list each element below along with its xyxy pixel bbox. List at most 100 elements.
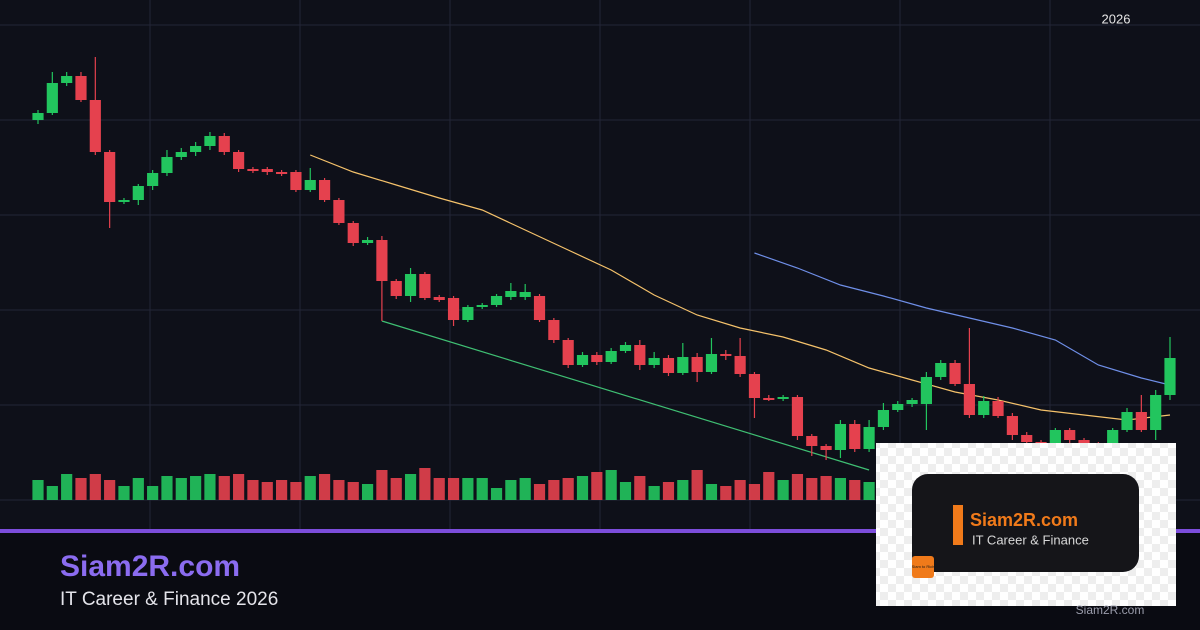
candle-body (118, 200, 130, 202)
candle-body (949, 363, 961, 384)
candle-body (304, 180, 316, 190)
year-label: 2026 (1102, 11, 1131, 26)
trend-line (754, 252, 1171, 386)
candle-body (419, 274, 431, 298)
candle-body (734, 356, 746, 374)
card-badge-text: Siam to Rich (912, 564, 935, 569)
volume-bar (720, 486, 732, 500)
volume-bar (147, 486, 159, 500)
volume-bar (104, 480, 116, 500)
trend-line (310, 154, 1171, 421)
candle-body (347, 223, 359, 243)
candle-body (705, 354, 718, 372)
volume-bar (548, 480, 560, 500)
candle-body (433, 297, 445, 300)
candle-body (247, 169, 259, 171)
candle-body (863, 427, 875, 449)
volume-bar (290, 482, 302, 500)
candle-body (1049, 430, 1061, 445)
candle-body (261, 169, 273, 172)
volume-bar (748, 484, 761, 500)
candle-body (1006, 416, 1018, 435)
volume-bar (304, 476, 316, 500)
candle-body (462, 307, 474, 320)
volume-bar (190, 476, 202, 500)
candle-body (576, 355, 589, 365)
candle-body (591, 355, 603, 362)
volume-bar (204, 474, 216, 500)
divider (0, 529, 1200, 533)
candle-body (447, 298, 460, 320)
candle-body (920, 377, 932, 404)
volume-bar (433, 478, 445, 500)
volume-bar (519, 478, 531, 500)
volume-bar (619, 482, 632, 500)
candle-body (605, 351, 617, 362)
candle-body (906, 400, 918, 404)
candle-body (820, 446, 832, 450)
volume-bar (505, 480, 517, 500)
card-accent (953, 505, 963, 545)
volume-bar (820, 476, 832, 500)
candle-body (1150, 395, 1162, 430)
volume-bar (490, 488, 503, 500)
candle-body (75, 76, 87, 100)
candle-body (104, 152, 116, 202)
volume-bar (247, 480, 259, 500)
candle-body (877, 410, 890, 427)
volume-bar (132, 478, 144, 500)
candle-body (376, 240, 388, 281)
candle-body (361, 240, 374, 243)
candle-body (276, 172, 288, 174)
volume-bar (849, 480, 861, 500)
footer-site: Siam2R.com (60, 550, 240, 583)
volume-bar (476, 478, 488, 500)
volume-bar (361, 484, 374, 500)
candle-body (978, 401, 990, 415)
candle-body (318, 180, 331, 200)
volume-bar (705, 484, 718, 500)
candle-body (1107, 430, 1119, 445)
candle-body (849, 424, 861, 449)
candle-body (32, 113, 44, 120)
candle-body (763, 398, 775, 400)
volume-bar (447, 478, 460, 500)
volume-bar (276, 480, 288, 500)
candle-body (89, 100, 101, 152)
volume-bar (333, 480, 345, 500)
candle-body (562, 340, 574, 365)
candle-body (634, 345, 646, 365)
card-badge (912, 556, 934, 578)
volume-bar (691, 470, 703, 500)
candle-body (935, 363, 947, 377)
volume-bar (777, 480, 789, 500)
volume-bar (576, 476, 589, 500)
candle-body (190, 146, 202, 152)
candle-body (691, 357, 703, 372)
volume-bar (834, 478, 847, 500)
volume-bar (863, 482, 875, 500)
card-site: Siam2R.com (970, 510, 1078, 530)
candle-body (505, 291, 517, 297)
candle-body (390, 281, 402, 296)
volume-bar (677, 480, 689, 500)
candle-body (677, 357, 689, 373)
volume-bar (233, 474, 245, 500)
volume-bar (533, 484, 546, 500)
volume-bar (376, 470, 388, 500)
volume-bar (318, 474, 331, 500)
volume-bar (648, 486, 660, 500)
volume-bar (605, 470, 617, 500)
candle-body (1078, 440, 1090, 445)
candle-body (46, 83, 58, 113)
candle-body (519, 292, 531, 297)
candle-body (204, 136, 216, 146)
candle-body (748, 374, 761, 398)
candle-body (806, 436, 818, 446)
candle-body (61, 76, 73, 83)
candle-body (218, 136, 230, 152)
candle-body (476, 305, 488, 307)
candle-body (533, 296, 546, 320)
candle-body (834, 424, 847, 450)
